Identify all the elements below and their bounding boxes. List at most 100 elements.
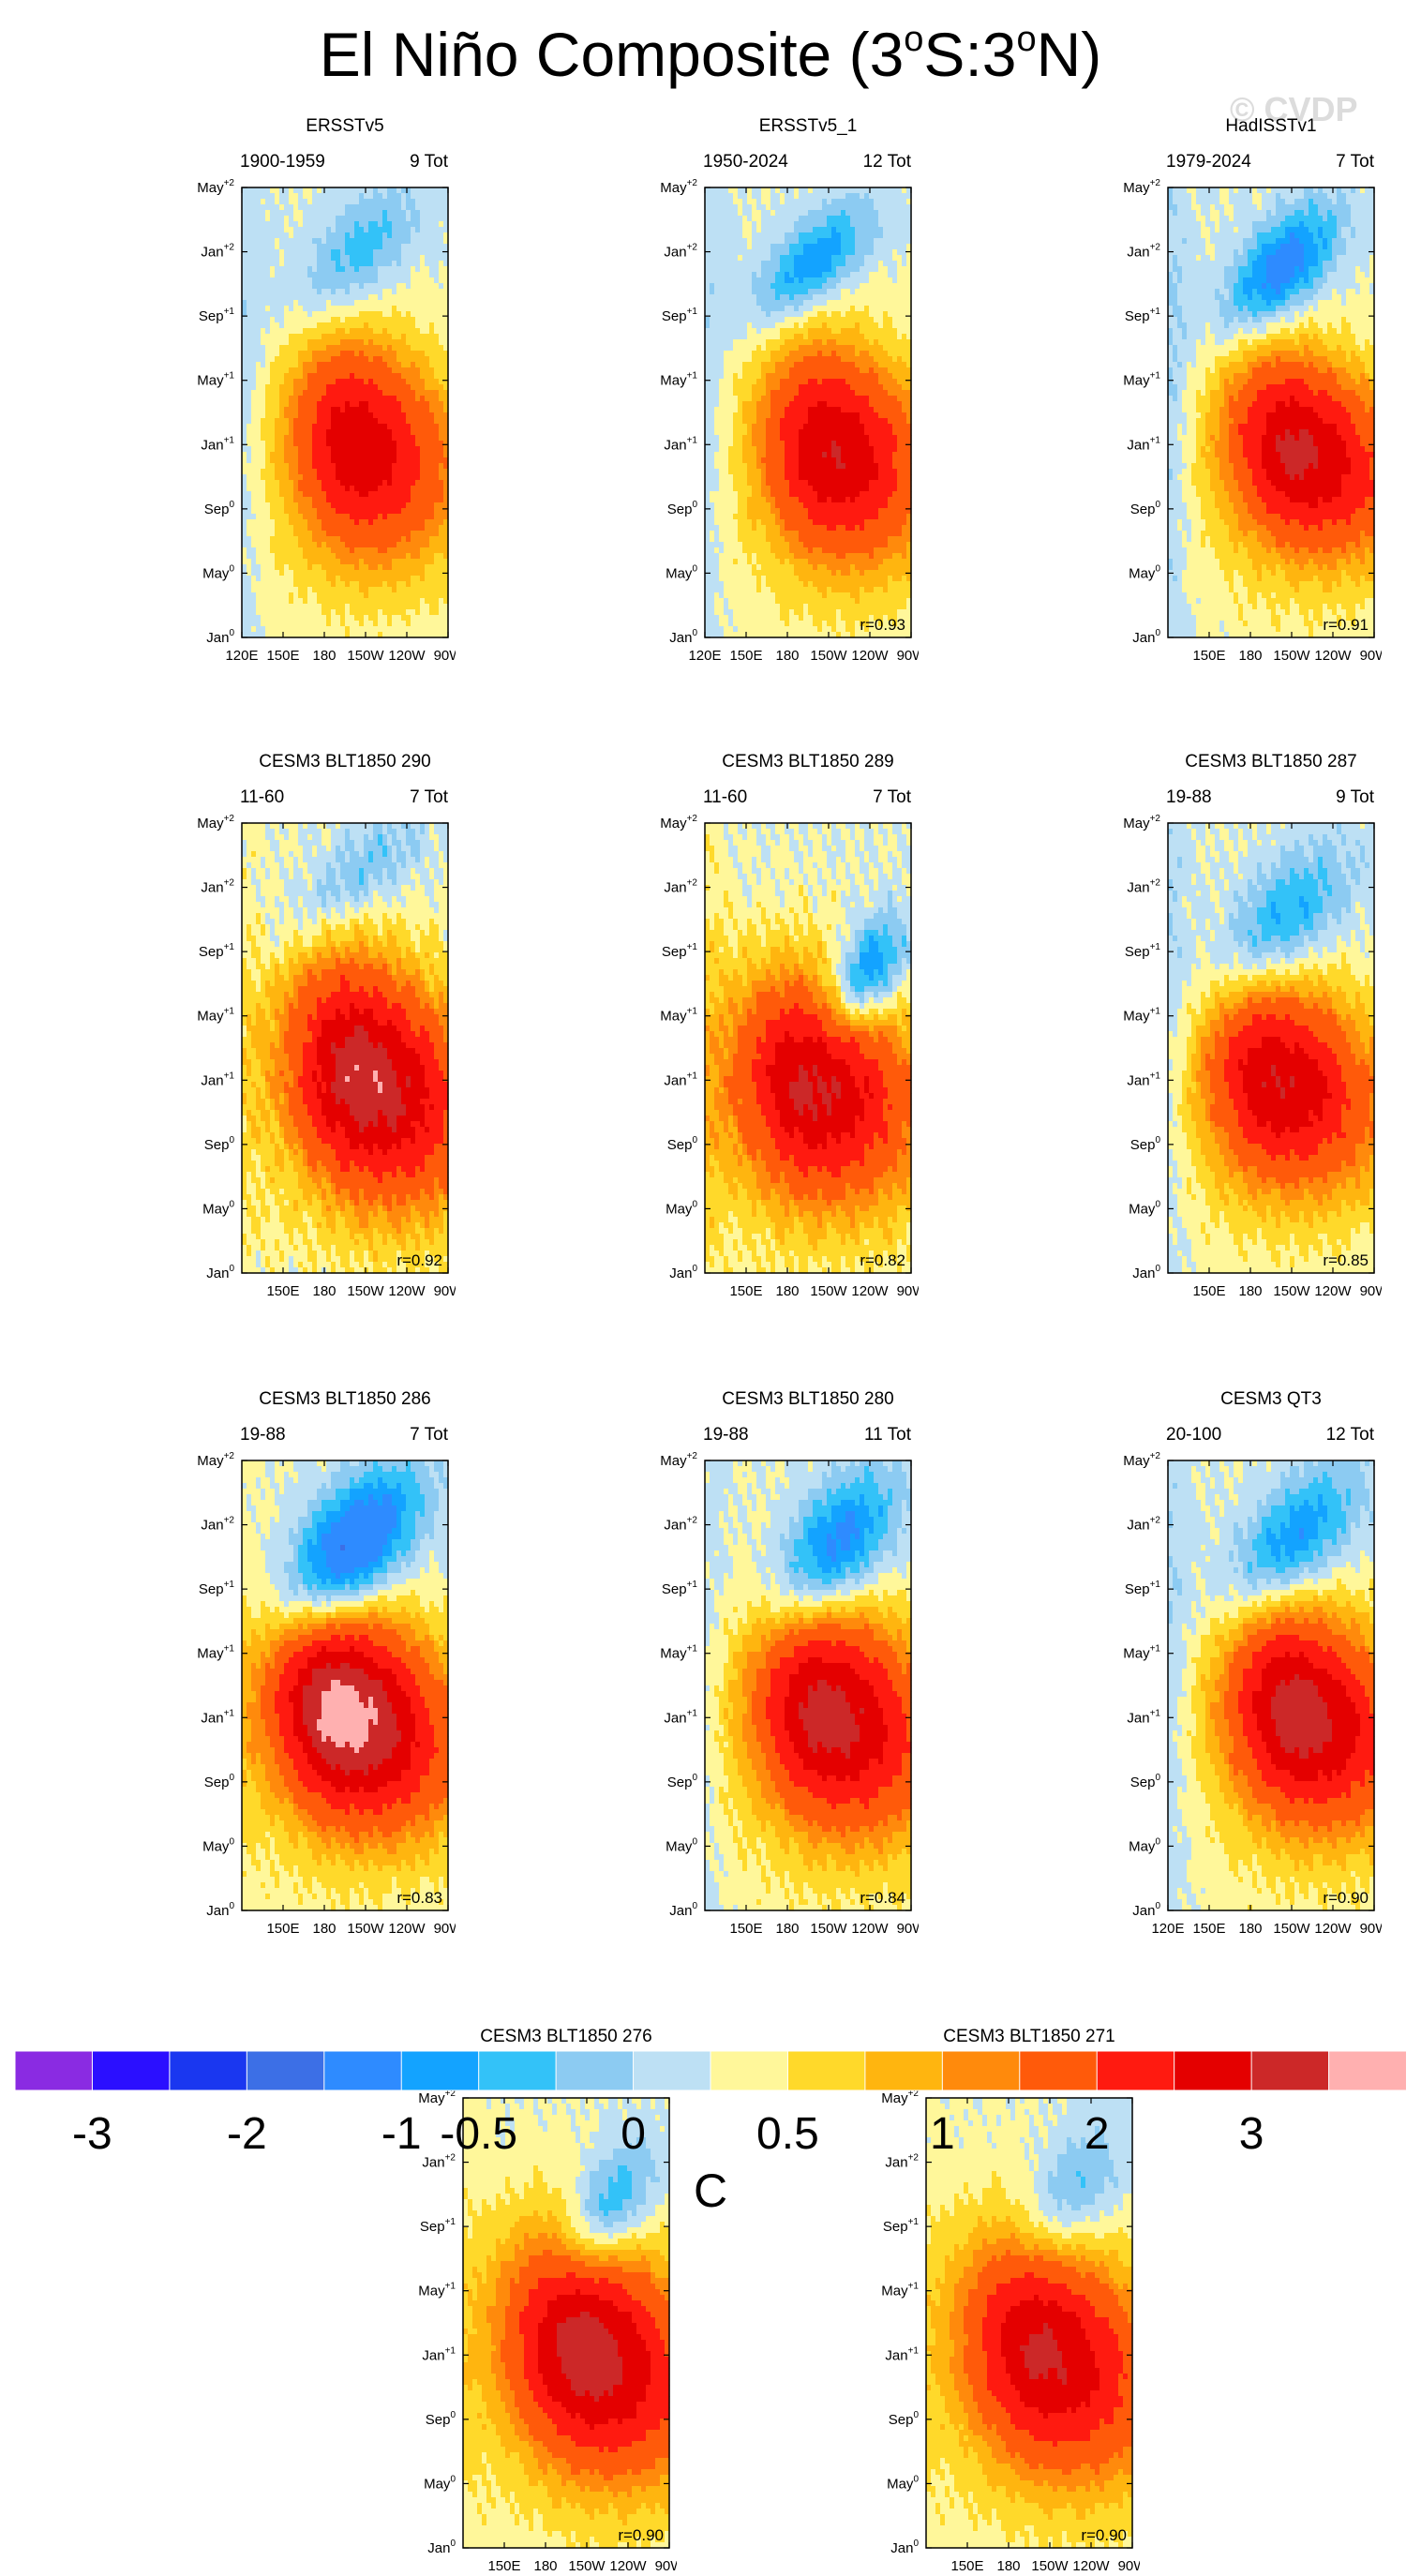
contour-cell [1182,328,1188,335]
contour-cell [284,879,308,886]
contour-cell [756,840,767,846]
contour-cell [761,362,776,368]
contour-cell [766,429,781,436]
contour-cell [242,441,247,447]
contour-cell [336,958,341,965]
contour-cell [242,322,271,329]
contour-cell [373,1076,379,1083]
contour-cell [322,238,327,245]
contour-cell [878,261,884,267]
contour-cell [860,587,865,593]
contour-cell [401,1093,430,1100]
contour-cell [420,261,426,267]
contour-cell [429,862,440,869]
contour-cell [1337,345,1342,352]
contour-cell [382,1194,393,1201]
contour-cell [1290,542,1347,548]
contour-cell [242,1155,252,1161]
contour-cell [766,525,781,532]
contour-cell [1304,261,1319,267]
contour-cell [850,564,856,571]
contour-cell [1323,244,1328,250]
contour-cell [387,958,397,965]
contour-cell [307,868,327,875]
contour-cell [275,1104,290,1111]
contour-cell [761,941,767,948]
contour-cell [317,412,332,419]
contour-cell [279,204,285,211]
contour-cell [1234,592,1239,599]
contour-cell [742,407,757,413]
contour-cell [439,1183,449,1190]
contour-cell [359,941,365,948]
contour-cell [387,823,393,830]
contour-cell [256,1172,266,1178]
contour-cell [1219,457,1230,464]
contour-cell [406,1200,440,1206]
contour-cell [1266,508,1356,515]
contour-cell [845,553,870,560]
contour-cell [382,840,388,846]
contour-cell [705,879,743,886]
contour-cell [705,823,725,830]
contour-cell [892,902,912,908]
contour-cell [1196,187,1220,194]
contour-cell [1234,469,1253,475]
contour-cell [742,216,748,222]
contour-cell [785,317,809,323]
contour-cell [1257,491,1286,498]
contour-cell [799,232,832,239]
contour-cell [336,868,341,875]
contour-cell [1327,564,1338,571]
contour-cell [1271,351,1300,357]
contour-cell [378,272,411,278]
contour-cell [756,862,767,869]
contour-cell [785,441,800,447]
contour-cell [317,1161,322,1167]
contour-cell [1205,536,1211,543]
contour-cell [770,356,785,363]
contour-cell [1323,187,1338,194]
contour-cell [789,367,860,374]
contour-cell [317,592,365,599]
contour-cell [256,941,276,948]
contour-cell [888,924,907,931]
contour-cell [1243,351,1272,357]
contour-cell [242,564,247,571]
contour-cell [275,1110,280,1116]
contour-cell [392,289,397,295]
contour-cell [1173,261,1178,267]
contour-cell [710,491,739,498]
contour-cell [817,626,823,633]
contour-cell [1355,187,1361,194]
contour-cell [1262,542,1277,548]
contour-cell [747,187,753,194]
contour-cell [247,1127,252,1133]
contour-cell [373,896,383,903]
contour-cell [279,1031,285,1038]
contour-cell [1266,272,1295,278]
contour-cell [326,238,346,245]
contour-cell [1285,469,1305,475]
contour-cell [1332,294,1342,301]
contour-cell [761,457,785,464]
contour-cell [265,919,276,925]
contour-cell [359,907,435,914]
contour-cell [860,862,870,869]
contour-cell [242,975,252,981]
contour-cell [396,457,421,464]
contour-cell [242,221,285,228]
contour-cell [307,885,313,891]
contour-cell [1262,576,1286,582]
contour-cell [387,941,397,948]
contour-cell [242,1104,257,1111]
contour-cell [1243,238,1258,245]
contour-cell [705,289,710,295]
contour-cell [1229,322,1267,329]
contour-cell [1252,261,1267,267]
contour-cell [1196,626,1220,633]
contour-cell [724,930,739,936]
contour-cell [425,384,444,391]
contour-cell [359,519,369,526]
contour-cell [1252,401,1277,408]
